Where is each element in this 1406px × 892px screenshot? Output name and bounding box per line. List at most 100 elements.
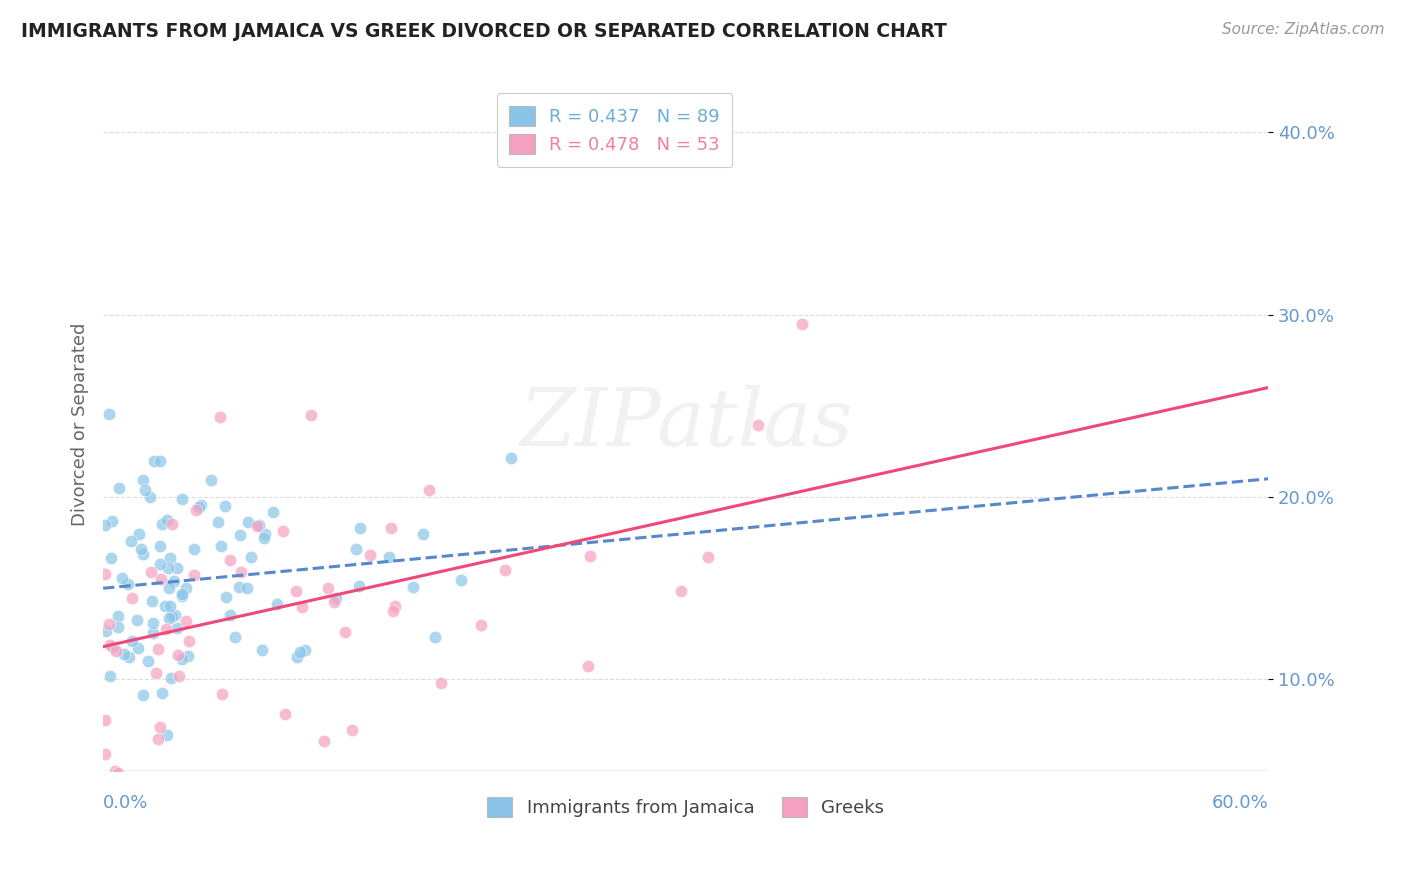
Point <box>380 521 402 535</box>
Point <box>378 550 401 565</box>
Point <box>97 408 120 422</box>
Point <box>209 540 232 554</box>
Legend: Immigrants from Jamaica, Greeks: Immigrants from Jamaica, Greeks <box>479 789 891 824</box>
Point <box>349 579 371 593</box>
Point <box>696 550 718 565</box>
Point <box>149 720 172 734</box>
Point <box>105 771 128 785</box>
Point <box>174 614 197 628</box>
Point <box>107 766 129 780</box>
Point <box>107 609 129 624</box>
Point <box>153 599 176 614</box>
Point <box>266 598 288 612</box>
Point <box>174 581 197 595</box>
Point <box>274 706 297 721</box>
Point <box>138 490 160 504</box>
Point <box>287 650 309 665</box>
Point <box>285 584 308 599</box>
Text: 60.0%: 60.0% <box>1212 795 1268 813</box>
Point <box>325 591 347 605</box>
Point <box>211 687 233 701</box>
Point <box>166 561 188 575</box>
Point <box>145 666 167 681</box>
Point <box>429 675 451 690</box>
Point <box>131 474 153 488</box>
Point <box>128 527 150 541</box>
Point <box>108 481 131 495</box>
Text: 0.0%: 0.0% <box>103 795 149 813</box>
Point <box>94 747 117 761</box>
Point <box>207 516 229 530</box>
Point <box>143 454 166 468</box>
Point <box>177 648 200 663</box>
Point <box>183 541 205 556</box>
Point <box>98 617 121 632</box>
Point <box>253 527 276 541</box>
Point <box>127 640 149 655</box>
Point <box>747 417 769 432</box>
Point <box>340 723 363 738</box>
Point <box>107 620 129 634</box>
Point <box>141 615 163 630</box>
Point <box>134 483 156 498</box>
Point <box>170 491 193 506</box>
Point <box>470 618 492 632</box>
Point <box>412 527 434 541</box>
Point <box>139 566 162 580</box>
Point <box>94 567 117 582</box>
Point <box>314 734 336 748</box>
Point <box>150 516 173 531</box>
Point <box>156 728 179 742</box>
Point <box>236 516 259 530</box>
Point <box>120 534 142 549</box>
Point <box>249 518 271 533</box>
Point <box>156 561 179 575</box>
Point <box>418 483 440 497</box>
Point <box>316 581 339 595</box>
Point <box>236 581 259 595</box>
Point <box>111 571 134 585</box>
Point <box>100 669 122 683</box>
Point <box>149 454 172 468</box>
Point <box>98 639 121 653</box>
Point <box>163 574 186 589</box>
Point <box>157 581 180 595</box>
Point <box>240 549 263 564</box>
Point <box>121 591 143 606</box>
Point <box>253 531 276 545</box>
Point <box>94 517 117 532</box>
Point <box>179 634 201 648</box>
Point <box>425 630 447 644</box>
Point <box>494 563 516 577</box>
Point <box>323 595 346 609</box>
Point <box>149 572 172 586</box>
Point <box>100 551 122 566</box>
Point <box>219 553 242 567</box>
Point <box>131 688 153 702</box>
Point <box>228 580 250 594</box>
Point <box>118 649 141 664</box>
Point <box>200 474 222 488</box>
Point <box>166 621 188 635</box>
Point <box>142 626 165 640</box>
Point <box>229 528 252 542</box>
Point <box>294 643 316 657</box>
Point <box>188 500 211 514</box>
Point <box>299 408 322 422</box>
Point <box>132 547 155 561</box>
Point <box>129 542 152 557</box>
Point <box>169 669 191 683</box>
Point <box>136 654 159 668</box>
Point <box>271 524 294 538</box>
Point <box>333 625 356 640</box>
Point <box>402 580 425 594</box>
Point <box>155 513 177 527</box>
Point <box>450 573 472 587</box>
Point <box>224 630 246 644</box>
Point <box>165 607 187 622</box>
Point <box>159 550 181 565</box>
Point <box>172 589 194 603</box>
Point <box>141 593 163 607</box>
Point <box>157 611 180 625</box>
Point <box>499 451 522 466</box>
